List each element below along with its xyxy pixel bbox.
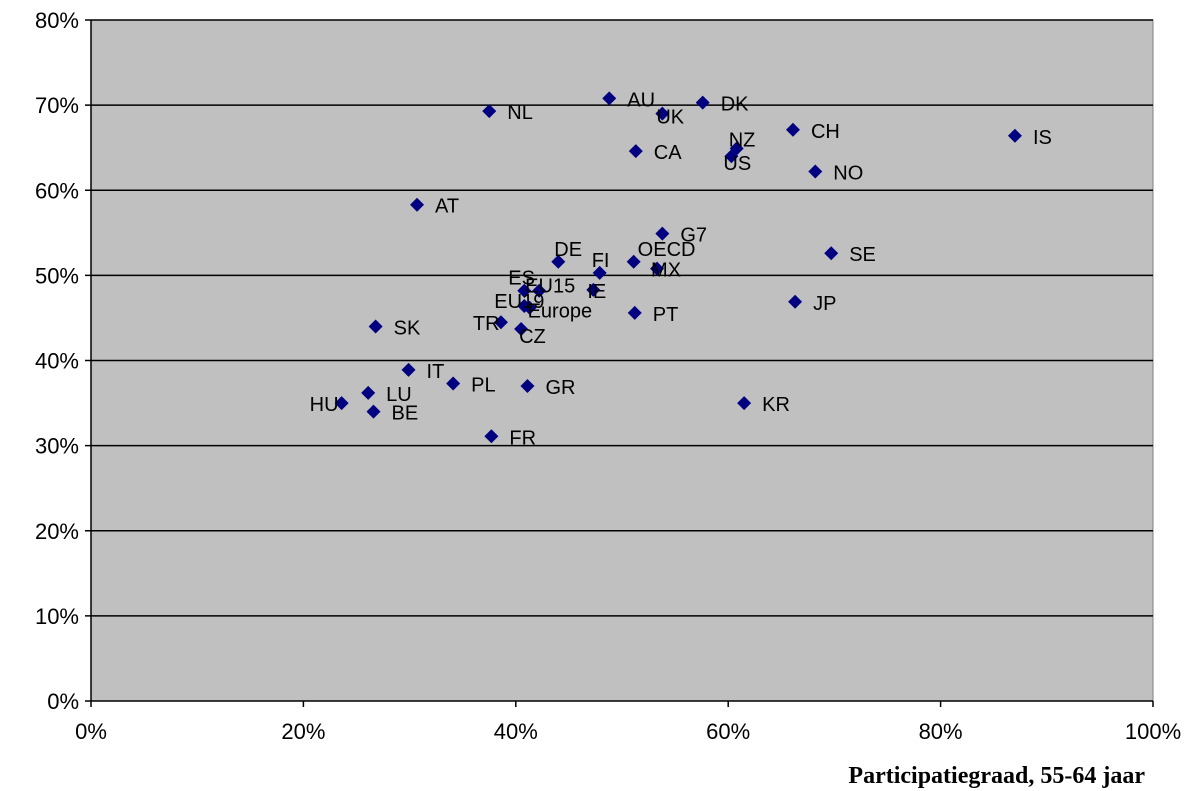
data-label-sk: SK [394, 317, 421, 339]
data-point-ca [628, 144, 643, 159]
y-tick-label-2: 20% [35, 519, 79, 544]
data-point-dk [695, 95, 710, 110]
x-tick-label-1: 20% [281, 719, 325, 744]
data-point-pl [446, 376, 461, 391]
data-label-is: IS [1033, 127, 1052, 149]
data-label-uk: UK [656, 107, 684, 129]
data-point-tr [493, 315, 508, 330]
data-label-us: US [723, 153, 751, 175]
data-point-cz [514, 322, 529, 337]
y-tick-label-8: 80% [35, 8, 79, 33]
data-label-nz: NZ [729, 130, 756, 152]
data-label-ca: CA [654, 142, 682, 164]
data-point-ie [586, 282, 601, 297]
data-label-jp: JP [813, 293, 836, 315]
data-point-fr [484, 429, 499, 444]
data-label-au: AU [627, 89, 655, 111]
data-point-kr [737, 396, 752, 411]
data-label-fr: FR [509, 427, 536, 449]
data-label-pl: PL [471, 374, 495, 396]
data-point-mx [650, 261, 665, 276]
x-axis-title: Participatiegraad, 55-64 jaar [848, 763, 1145, 789]
x-tick-label-2: 40% [494, 719, 538, 744]
x-axis-tick-labels: 0% 20% 40% 60% 80% 100% [75, 719, 1181, 744]
data-point-at [410, 197, 425, 212]
data-label-cz: CZ [519, 326, 546, 348]
data-point-pt [627, 305, 642, 320]
y-tick-label-1: 10% [35, 604, 79, 629]
data-label-hu: HU [310, 394, 339, 416]
data-label-es: ES [508, 268, 535, 290]
gridlines [91, 19, 1153, 617]
data-point-fi [592, 265, 607, 280]
data-point-uk [655, 106, 670, 121]
data-label-tr: TR [473, 313, 500, 335]
data-label-be: BE [391, 403, 418, 425]
y-tick-label-4: 40% [35, 349, 79, 374]
data-point-be [366, 404, 381, 419]
data-point-de [551, 254, 566, 269]
data-label-pt: PT [653, 304, 679, 326]
data-point-lu [361, 385, 376, 400]
data-point-europe [522, 300, 537, 315]
data-point-oecd [626, 254, 641, 269]
y-tick-label-3: 30% [35, 434, 79, 459]
x-tick-label-4: 80% [919, 719, 963, 744]
data-point-it [401, 362, 416, 377]
data-point-ch [785, 122, 800, 137]
data-label-eu19: EU19 [494, 291, 544, 313]
data-label-kr: KR [762, 394, 790, 416]
data-point-nl [482, 104, 497, 119]
data-label-dk: DK [721, 94, 749, 116]
data-point-es [517, 283, 532, 298]
data-label-gr: GR [545, 377, 575, 399]
x-tick-label-3: 60% [706, 719, 750, 744]
data-label-mx: MX [651, 260, 681, 282]
x-tick-label-0: 0% [75, 719, 107, 744]
y-tick-label-7: 70% [35, 93, 79, 118]
data-label-g7: G7 [680, 225, 707, 247]
data-label-ie: IE [587, 281, 606, 303]
data-label-de: DE [554, 239, 582, 261]
data-point-g7 [655, 226, 670, 241]
data-points [334, 91, 1022, 444]
data-label-at: AT [435, 196, 459, 218]
data-point-au [602, 91, 617, 106]
data-label-no: NO [833, 163, 863, 185]
data-label-europe: Europe [528, 301, 593, 323]
data-point-no [808, 164, 823, 179]
data-point-sk [368, 319, 383, 334]
y-axis-tick-labels: 0% 10% 20% 30% 40% 50% 60% 70% 80% [35, 8, 79, 714]
data-label-ch: CH [811, 121, 840, 143]
data-label-it: IT [427, 361, 445, 383]
x-tick-label-5: 100% [1125, 719, 1181, 744]
data-point-gr [520, 379, 535, 394]
y-tick-label-6: 60% [35, 178, 79, 203]
axes [85, 19, 1154, 707]
data-label-se: SE [849, 244, 876, 266]
data-point-jp [788, 294, 803, 309]
data-point-eu15 [532, 283, 547, 298]
data-point-is [1007, 128, 1022, 143]
data-point-us [724, 149, 739, 164]
data-label-lu: LU [386, 384, 412, 406]
data-label-oecd: OECD [638, 239, 696, 261]
data-label-nl: NL [507, 102, 533, 124]
y-tick-label-0: 0% [47, 689, 79, 714]
data-point-hu [334, 396, 349, 411]
data-label-fi: FI [592, 250, 610, 272]
y-tick-label-5: 50% [35, 263, 79, 288]
data-label-eu15: EU15 [525, 276, 575, 298]
data-point-se [824, 246, 839, 261]
